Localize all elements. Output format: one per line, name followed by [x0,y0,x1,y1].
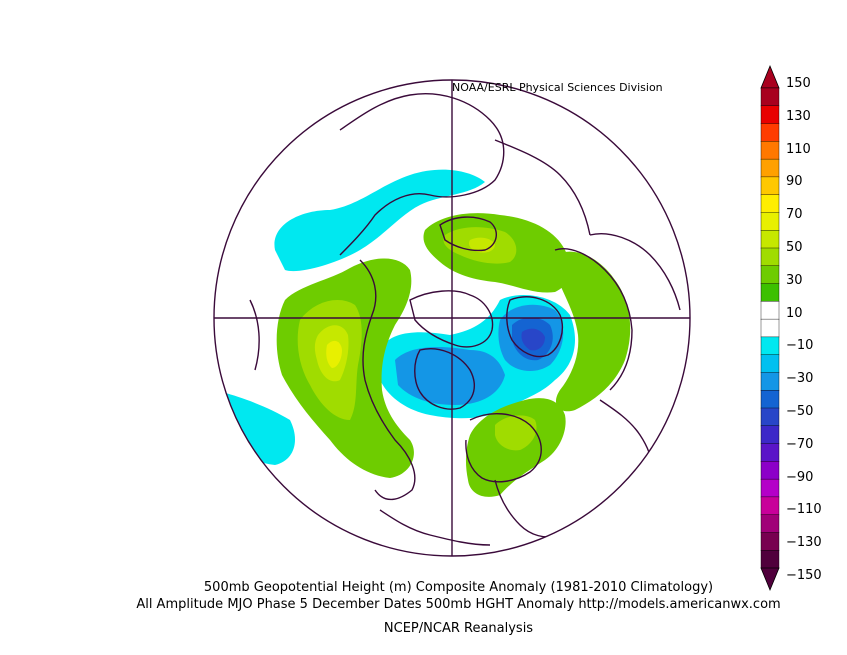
colorbar-swatch [760,123,780,142]
colorbar-top-arrow [760,64,780,89]
anomaly-pos-west4 [326,340,342,368]
colorbar-swatch [760,496,780,516]
colorbar-swatch [760,212,780,231]
colorbar-swatch [760,176,780,196]
figure-title-line1: 500mb Geopotential Height (m) Composite … [203,580,714,595]
colorbar-label: −70 [786,436,814,452]
colorbar-swatch [760,141,780,160]
colorbar-label: −130 [786,535,822,551]
coastlines [249,93,681,546]
colorbar-swatch [760,550,780,569]
anomaly-field [214,169,631,497]
colorbar [760,64,780,592]
colorbar-label: −90 [786,469,814,485]
anomaly-neg-core4 [521,328,545,351]
colorbar-swatch [760,336,780,356]
colorbar-label: 130 [786,108,811,124]
colorbar-swatch [760,265,780,285]
colorbar-swatch [760,407,780,427]
colorbar-label: 110 [786,141,811,157]
colorbar-label: 70 [786,207,803,223]
colorbar-label: 50 [786,240,803,255]
colorbar-swatch [760,478,780,498]
colorbar-swatch [760,105,780,125]
colorbar-label: −50 [786,404,814,419]
meridian-lines [214,80,690,556]
colorbar-swatch [760,354,780,373]
colorbar-swatch [760,301,780,320]
colorbar-swatch [760,425,780,445]
colorbar-label: −10 [786,338,814,354]
colorbar-label: −30 [786,371,814,387]
anomaly-neg-core1 [395,347,505,405]
colorbar-swatch [760,390,780,409]
colorbar-swatch [760,247,780,267]
figure-title-line3: NCEP/NCAR Reanalysis [383,621,534,636]
colorbar-label: 30 [786,272,803,288]
colorbar-swatch [760,532,780,551]
colorbar-label: 90 [786,174,803,190]
colorbar-swatch [760,514,780,533]
colorbar-swatch [760,158,780,178]
anomaly-pos-south2 [495,415,537,451]
globe-boundary [213,79,691,557]
colorbar-label: 10 [786,305,803,321]
colorbar-swatch [760,194,780,213]
colorbar-swatch [760,87,780,107]
colorbar-swatch [760,443,780,462]
colorbar-swatch [760,372,780,391]
colorbar-label: 150 [786,76,811,91]
colorbar-swatch [760,318,780,338]
credit-text: NOAA/ESRL Physical Sciences Division [452,81,663,94]
anomaly-pos-east [555,251,631,412]
colorbar-label: −150 [786,568,822,583]
figure-title-line2: All Amplitude MJO Phase 5 December Dates… [136,597,781,612]
colorbar-swatch [760,461,780,480]
anomaly-neg-west [214,390,295,465]
colorbar-bottom-arrow [760,567,780,592]
colorbar-swatch [760,230,780,249]
colorbar-label: −110 [786,502,822,518]
colorbar-swatch [760,283,780,302]
